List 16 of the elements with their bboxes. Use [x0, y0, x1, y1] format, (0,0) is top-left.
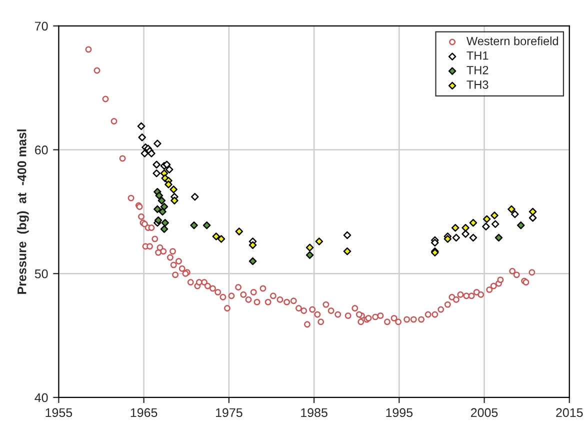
- y-tick-label: 50: [34, 269, 48, 278]
- x-tick-label: 1985: [301, 408, 328, 418]
- x-tick-label: 2015: [556, 408, 583, 418]
- y-tick-label: 40: [34, 393, 48, 402]
- y-tick-label: 60: [35, 146, 48, 154]
- x-tick-label: 1995: [386, 408, 413, 418]
- legend-label: TH2: [466, 66, 488, 74]
- legend-label: TH3: [466, 80, 488, 89]
- x-tick-label: 1955: [46, 408, 72, 418]
- y-axis-title: Pressure (bg) at -400 masl: [17, 130, 29, 294]
- x-tick-label: 1965: [130, 408, 158, 418]
- legend-label: Western borefield: [466, 36, 558, 46]
- legend-label: TH1: [466, 52, 488, 60]
- x-tick-label: 1975: [216, 408, 242, 418]
- x-tick-label: 2005: [471, 408, 498, 418]
- y-tick-label: 70: [35, 22, 48, 31]
